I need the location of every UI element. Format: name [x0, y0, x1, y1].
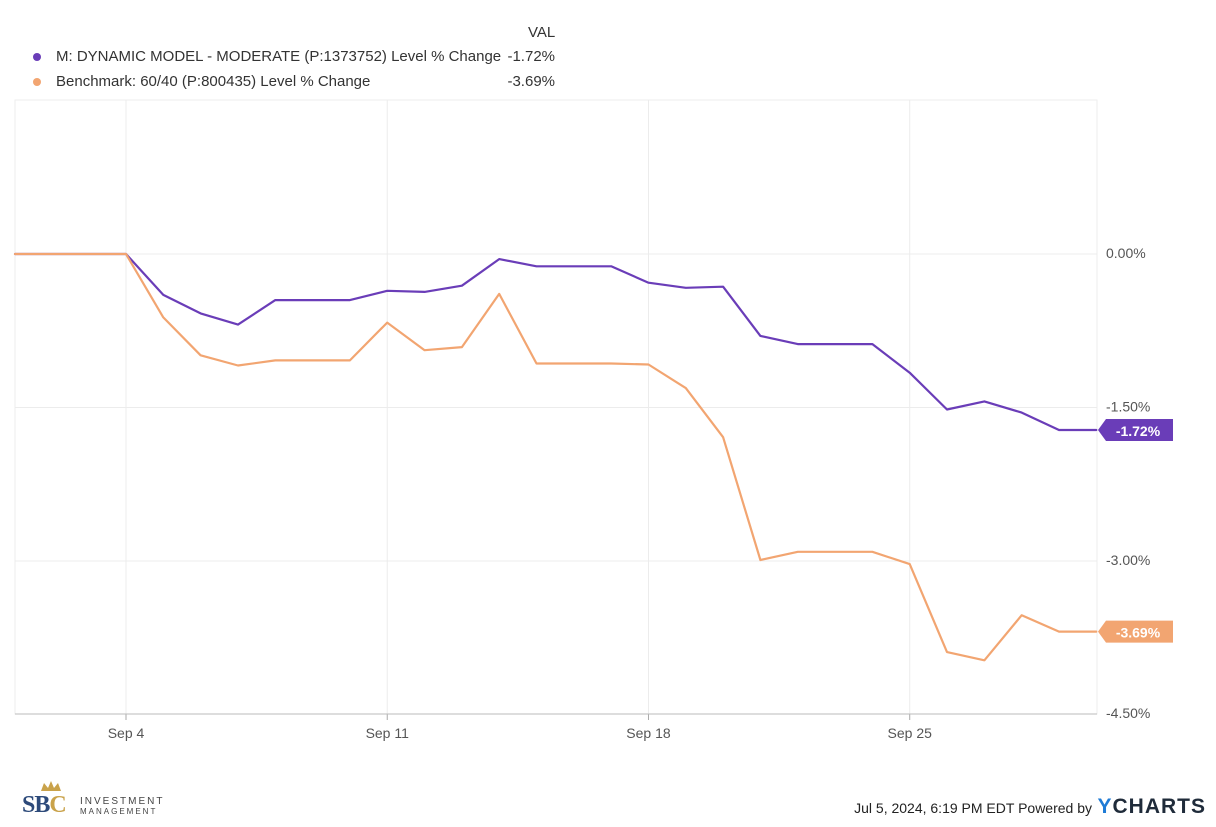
y-tick-label: -3.00%	[1106, 552, 1150, 568]
chart-legend: VAL M: DYNAMIC MODEL - MODERATE (P:13737…	[0, 0, 600, 100]
series-line-1	[13, 252, 1098, 662]
sbc-logo: SBC INVESTMENT MANAGEMENT	[22, 780, 182, 820]
y-tick-label: 0.00%	[1106, 245, 1146, 261]
legend-value-dynamic-model: -1.72%	[507, 48, 555, 65]
legend-dot-dynamic-model	[33, 53, 41, 61]
logo-mark: SBC	[22, 792, 67, 819]
logo-letter-c: C	[49, 792, 66, 818]
line-chart: 0.00% -1.50% -3.00% -4.50% Sep 4 Sep 11 Sep 18…	[13, 99, 1173, 741]
legend-dot-benchmark	[33, 78, 41, 86]
logo-line-1: INVESTMENT	[80, 796, 165, 807]
value-tag-1: -3.69%	[1098, 620, 1173, 643]
crest-icon	[41, 781, 61, 791]
y-tick-label: -1.50%	[1106, 399, 1150, 415]
value-tag-0: -1.72%	[1098, 419, 1173, 442]
series-line-0	[13, 252, 1098, 432]
value-tag-label: -3.69%	[1116, 625, 1161, 641]
legend-value-benchmark: -3.69%	[507, 73, 555, 90]
x-tick-label: Sep 4	[108, 725, 145, 741]
logo-letters-sb: SB	[22, 792, 50, 818]
y-tick-label: -4.50%	[1106, 705, 1150, 721]
value-tag-label: -1.72%	[1116, 423, 1161, 439]
chart-value-tags: -1.72% -3.69%	[1098, 419, 1173, 643]
legend-label-benchmark: Benchmark: 60/40 (P:800435) Level % Chan…	[56, 73, 371, 90]
legend-item-dynamic-model[interactable]: M: DYNAMIC MODEL - MODERATE (P:1373752) …	[0, 46, 600, 68]
value-tag-bg	[1098, 620, 1173, 643]
legend-label-dynamic-model: M: DYNAMIC MODEL - MODERATE (P:1373752) …	[56, 48, 502, 65]
logo-line-2: MANAGEMENT	[80, 807, 158, 816]
chart-series	[13, 252, 1098, 662]
ycharts-brand-rest: CHARTS	[1112, 795, 1206, 818]
ycharts-brand-y: Y	[1097, 795, 1113, 818]
x-tick-label: Sep 25	[888, 725, 933, 741]
ycharts-brand[interactable]: YCHARTS	[1097, 795, 1206, 819]
value-tag-bg	[1098, 419, 1173, 442]
x-tick-label: Sep 18	[626, 725, 671, 741]
x-tick-label: Sep 11	[366, 725, 410, 741]
footer-timestamp: Jul 5, 2024, 6:19 PM EDT Powered by	[854, 800, 1092, 816]
legend-item-benchmark[interactable]: Benchmark: 60/40 (P:800435) Level % Chan…	[0, 71, 600, 93]
chart-axes: 0.00% -1.50% -3.00% -4.50% Sep 4 Sep 11 Sep 18…	[15, 245, 1150, 741]
legend-header: VAL	[528, 24, 556, 41]
